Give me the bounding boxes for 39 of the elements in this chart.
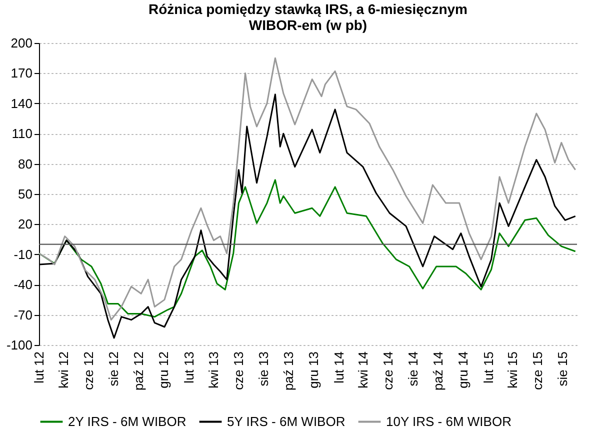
x-tick-label: cze 14	[380, 352, 396, 390]
x-tick-label: gru 12	[156, 352, 172, 388]
legend-label: 5Y IRS - 6M WIBOR	[227, 414, 346, 429]
x-tick-label: kwi 15	[505, 352, 520, 388]
x-tick-label: cze 12	[81, 352, 96, 390]
y-tick-label: 110	[12, 126, 32, 142]
line-series	[38, 57, 576, 321]
x-tick-label: sie 13	[256, 352, 271, 386]
x-tick-label: sie 15	[555, 352, 570, 386]
x-tick-label: sie 12	[106, 352, 122, 386]
x-tick-label: kwi 14	[355, 352, 370, 388]
x-tick-label: lut 13	[182, 352, 197, 384]
y-tick-label: -10	[14, 246, 32, 262]
legend-label: 10Y IRS - 6M WIBOR	[386, 414, 512, 429]
y-tick-label: 20	[18, 216, 32, 232]
x-tick-label: lut 15	[480, 352, 496, 384]
x-tick-label: kwi 13	[206, 352, 221, 388]
y-tick-label: 80	[18, 156, 32, 172]
y-tick-label: 140	[10, 96, 32, 111]
x-tick-label: sie 14	[405, 352, 420, 386]
chart-title: Różnica pomiędzy stawką IRS, a 6-miesięcznym WIBOR-em (w pb)	[148, 1, 468, 33]
x-tick-label: paź 14	[430, 352, 446, 391]
y-tick-label: -100	[6, 338, 32, 352]
y-tick-label: 50	[18, 186, 32, 202]
x-tick-label: gru 13	[306, 352, 321, 388]
y-tick-label: -40	[14, 277, 32, 292]
x-tick-label: cze 13	[230, 352, 246, 390]
y-tick-label: 170	[10, 66, 32, 81]
x-tick-label: paź 13	[280, 352, 296, 391]
legend-label: 2Y IRS - 6M WIBOR	[68, 414, 186, 429]
y-tick-label: -70	[14, 307, 32, 322]
line-series	[38, 179, 576, 318]
x-tick-label: lut 12	[32, 352, 46, 384]
x-tick-label: paź 12	[131, 352, 146, 391]
x-tick-label: lut 14	[331, 352, 346, 384]
y-tick-label: 200	[10, 36, 32, 50]
x-tick-label: cze 15	[530, 352, 546, 390]
x-tick-label: gru 14	[456, 352, 471, 388]
x-tick-label: kwi 12	[56, 352, 72, 388]
